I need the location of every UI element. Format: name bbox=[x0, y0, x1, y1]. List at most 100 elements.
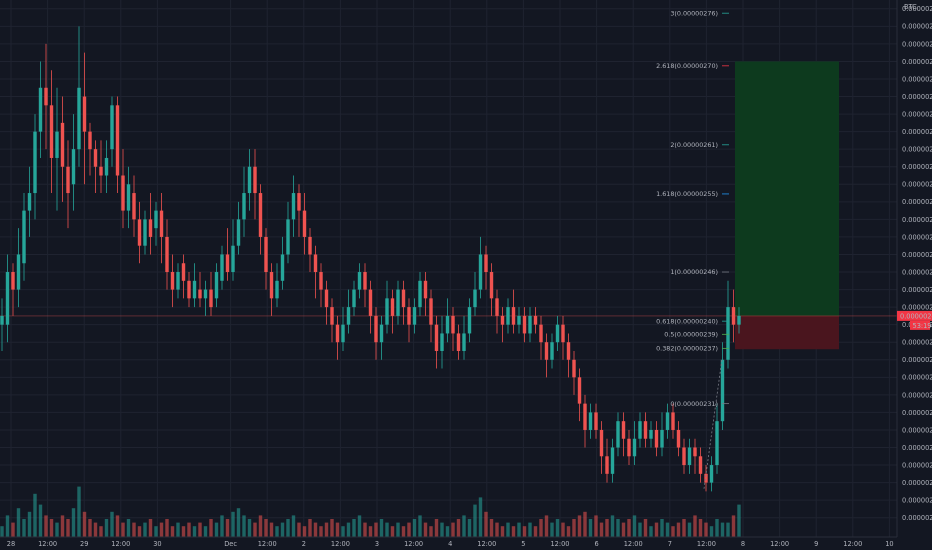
volume-bar bbox=[154, 526, 158, 537]
candle-body bbox=[528, 315, 532, 334]
volume-bar bbox=[99, 526, 103, 537]
volume-bar bbox=[231, 511, 235, 537]
candle-body bbox=[16, 254, 21, 290]
candle-body bbox=[33, 131, 37, 194]
volume-bar bbox=[88, 519, 92, 537]
volume-bar bbox=[38, 504, 43, 537]
volume-bar bbox=[165, 519, 169, 537]
long-position-tool[interactable] bbox=[0, 61, 897, 350]
candle-body bbox=[649, 429, 653, 439]
time-tick-label: 2 bbox=[302, 540, 306, 548]
candle-body bbox=[451, 315, 455, 334]
volume-bar bbox=[401, 526, 406, 537]
candle-body bbox=[302, 210, 307, 237]
volume-bar bbox=[352, 519, 356, 537]
candle-body bbox=[676, 429, 681, 448]
candle-body bbox=[484, 254, 488, 273]
volume-bar bbox=[715, 519, 719, 537]
candle-body bbox=[181, 263, 186, 281]
volume-bar bbox=[484, 511, 488, 537]
volume-bar bbox=[390, 526, 395, 537]
candle-body bbox=[407, 307, 411, 325]
volume-bar bbox=[583, 511, 587, 537]
volume-bar bbox=[588, 519, 593, 537]
volume-bar bbox=[665, 522, 670, 537]
fib-level-label: 0(0.00000231) bbox=[670, 400, 718, 408]
volume-bar bbox=[346, 522, 351, 537]
candle-body bbox=[693, 447, 697, 457]
candle-body bbox=[737, 315, 741, 325]
volume-bar bbox=[66, 519, 70, 537]
volume-bar bbox=[33, 493, 37, 537]
candle-body bbox=[71, 149, 76, 185]
candle-body bbox=[368, 289, 373, 316]
volume-bars bbox=[0, 486, 741, 537]
price-tick-label: 0.00000236 bbox=[902, 356, 932, 364]
volume-bar bbox=[528, 522, 532, 537]
volume-bar bbox=[55, 522, 59, 537]
candle-body bbox=[682, 447, 686, 466]
fib-level-label: 2(0.00000261) bbox=[670, 141, 718, 149]
volume-bar bbox=[693, 515, 697, 537]
fib-level-label: 0.382(0.00000237) bbox=[656, 345, 718, 353]
candle-body bbox=[198, 289, 202, 299]
price-tick-label: 0.00000246 bbox=[902, 268, 932, 276]
candle-body bbox=[253, 166, 257, 194]
time-tick-label: 3 bbox=[375, 540, 379, 548]
time-axis[interactable]: 28 12:00 29 12:00 30 Dec 12:00 2 12:00 3 12:00 4 12:… bbox=[0, 536, 897, 548]
candle-body bbox=[77, 87, 81, 150]
fib-level-label: 1(0.00000246) bbox=[670, 268, 718, 276]
price-tick-label: 0.00000242 bbox=[902, 304, 932, 312]
volume-bar bbox=[192, 526, 197, 537]
candle-body bbox=[203, 289, 208, 299]
candle-body bbox=[115, 105, 120, 176]
time-tick-label: 12:00 bbox=[111, 540, 130, 548]
volume-bar bbox=[253, 522, 257, 537]
candle-body bbox=[330, 307, 334, 325]
volume-bar bbox=[280, 522, 285, 537]
volume-bar bbox=[495, 522, 499, 537]
volume-bar bbox=[159, 522, 164, 537]
volume-bar bbox=[698, 519, 703, 537]
countdown-tag bbox=[910, 320, 930, 330]
volume-bar bbox=[126, 519, 131, 537]
stop-zone bbox=[735, 315, 839, 350]
candle-body bbox=[49, 105, 54, 158]
volume-bar bbox=[429, 526, 433, 537]
volume-bar bbox=[544, 515, 549, 537]
price-tick-label: 0.00000224 bbox=[902, 461, 932, 469]
candle-body bbox=[594, 412, 598, 430]
candle-body bbox=[550, 342, 554, 360]
candle-body bbox=[341, 324, 345, 343]
candle-body bbox=[170, 272, 175, 290]
volume-bar bbox=[363, 522, 367, 537]
time-tick-label: 5 bbox=[521, 540, 525, 548]
price-axis[interactable]: BTC 0.00000218 0.00000220 0.00000222 0.0000… bbox=[896, 0, 932, 537]
candle-body bbox=[583, 403, 587, 430]
volume-bar bbox=[242, 515, 246, 537]
price-tick-label: 0.00000230 bbox=[902, 409, 932, 417]
candle-body bbox=[671, 412, 675, 430]
candle-body bbox=[27, 193, 32, 211]
volume-bar bbox=[522, 526, 527, 537]
volume-bar bbox=[132, 522, 136, 537]
candle-body bbox=[643, 421, 648, 439]
volume-bar bbox=[412, 519, 417, 537]
candle-body bbox=[55, 131, 59, 158]
volume-bar bbox=[170, 526, 175, 537]
candle-body bbox=[621, 421, 626, 439]
fib-trend-line bbox=[703, 358, 723, 489]
fib-extension-tool[interactable]: 0(0.00000231) 0.382(0.00000237) 0.5(0.0000… bbox=[656, 9, 729, 489]
volume-bar bbox=[302, 526, 307, 537]
volume-bar bbox=[22, 519, 26, 537]
volume-bar bbox=[0, 526, 4, 537]
candle-body bbox=[418, 280, 422, 308]
candle-body bbox=[60, 122, 65, 167]
candle-body bbox=[401, 289, 406, 308]
candle-body bbox=[192, 280, 197, 299]
time-tick-label: 28 bbox=[7, 540, 15, 548]
candle-body bbox=[93, 149, 98, 167]
time-tick-label: 10 bbox=[885, 540, 893, 548]
volume-bar bbox=[203, 526, 208, 537]
